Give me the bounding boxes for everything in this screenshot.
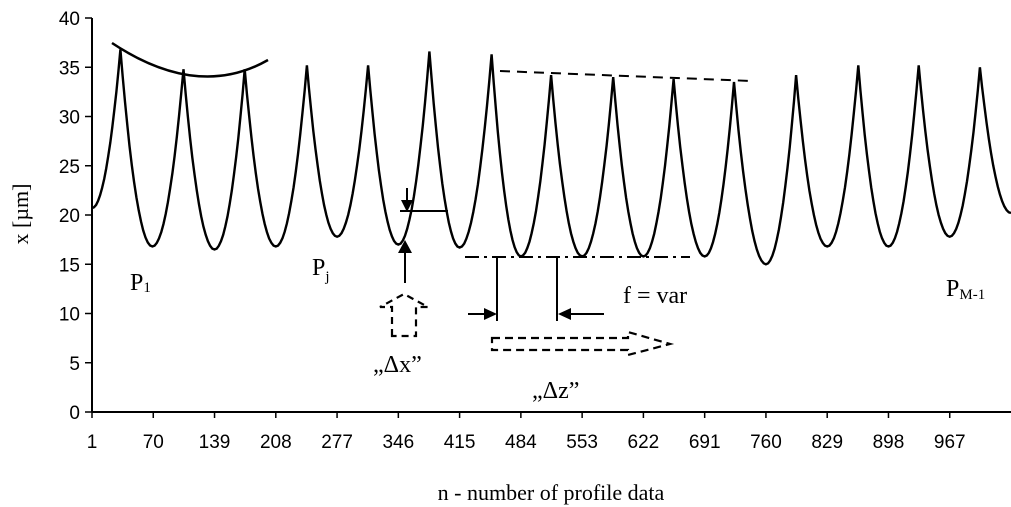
dz-dashed-block-arrow	[490, 330, 675, 357]
envelope-curve	[111, 41, 269, 78]
x-tick-label: 691	[689, 432, 721, 453]
y-tick-label: 15	[59, 255, 80, 276]
y-tick-label: 35	[59, 58, 80, 79]
annotations: P1 Pj PM-1 f = var „Δx” „Δz”	[111, 41, 985, 404]
y-tick-label: 30	[59, 108, 80, 129]
x-tick-label: 760	[750, 432, 782, 453]
peak-trend-dashed-line	[499, 70, 753, 82]
y-tick-label: 40	[59, 9, 80, 30]
dx-down-arrow-head	[401, 200, 413, 212]
x-axis-label: n - number of profile data	[438, 480, 665, 505]
y-tick-label: 5	[69, 354, 80, 375]
x-tick-label: 415	[444, 432, 476, 453]
peak-label-p1: P1	[130, 270, 151, 296]
y-tick-label: 20	[59, 206, 80, 227]
series-group	[91, 49, 1011, 266]
x-tick-label: 277	[321, 432, 353, 453]
x-tick-label: 346	[382, 432, 414, 453]
x-tick-label: 484	[505, 432, 537, 453]
dx-label: „Δx”	[373, 352, 422, 378]
dz-label: „Δz”	[532, 378, 579, 404]
feed-label: f = var	[623, 283, 687, 309]
y-tick-label: 0	[69, 403, 80, 424]
axes	[85, 17, 1011, 418]
feed-left-arrow-head	[484, 308, 497, 320]
x-tick-label: 553	[566, 432, 598, 453]
x-tick-label: 208	[260, 432, 292, 453]
x-tick-label: 898	[873, 432, 905, 453]
x-tick-label: 139	[199, 432, 231, 453]
x-tick-label: 829	[811, 432, 843, 453]
y-tick-label: 10	[59, 305, 80, 326]
x-tick-label: 1	[87, 432, 98, 453]
dx-dashed-block-arrow	[379, 292, 429, 338]
x-tick-label: 70	[143, 432, 164, 453]
peak-label-pj: Pj	[312, 255, 330, 285]
x-tick-label: 967	[934, 432, 966, 453]
peak-label-pm1: PM-1	[946, 276, 985, 303]
series-line	[91, 49, 1011, 266]
feed-right-arrow-head	[558, 308, 571, 320]
y-tick-label: 25	[59, 157, 80, 178]
dx-up-arrow-head	[398, 240, 412, 253]
x-tick-label: 622	[628, 432, 660, 453]
tick-labels: 0 5 10 15 20 25 30 35 40 1 70 139 208 277 346 415 484 553…	[59, 9, 966, 453]
y-axis-label: x [µm]	[8, 184, 33, 245]
